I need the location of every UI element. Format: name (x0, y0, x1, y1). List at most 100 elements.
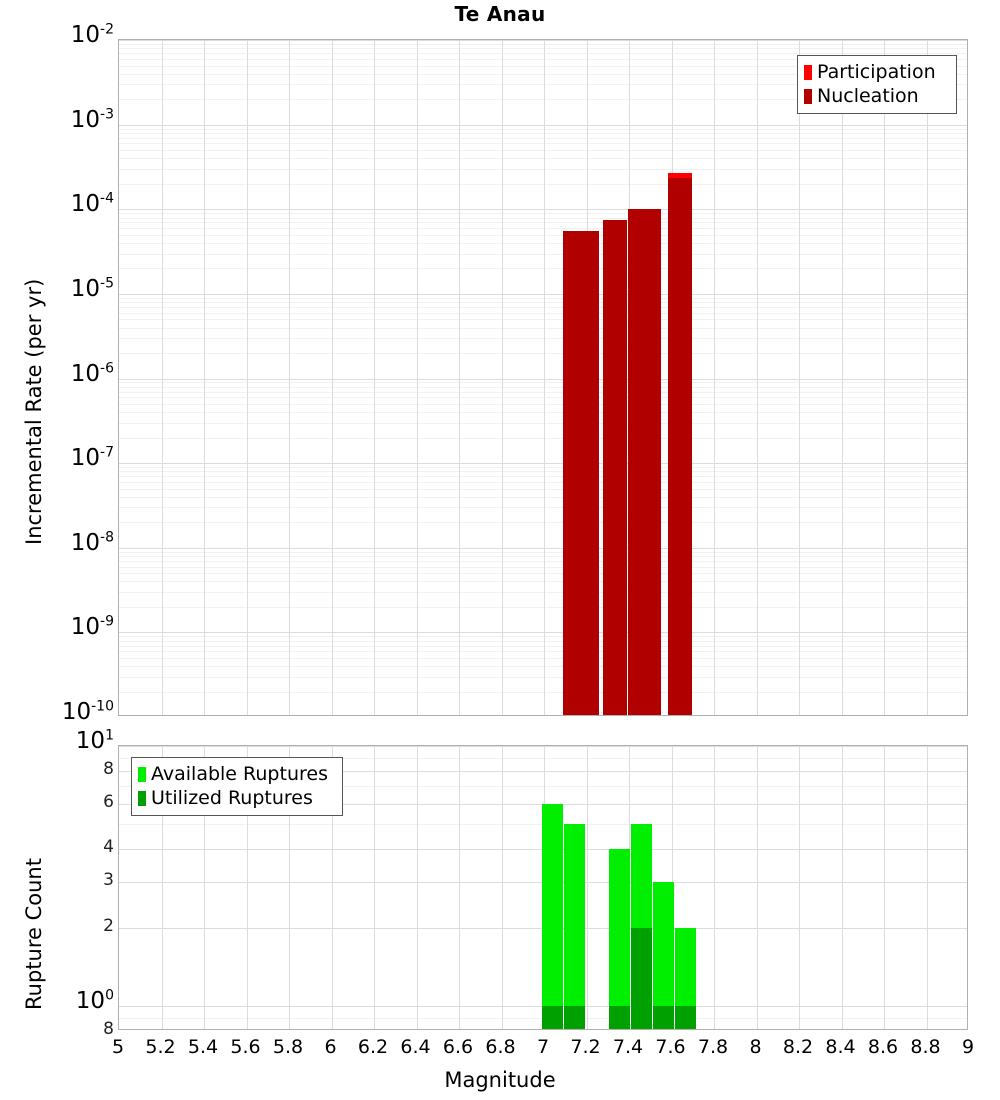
x-tick-label: 6.8 (485, 1036, 516, 1058)
grid-line (119, 319, 967, 321)
y-tick-label: 10-5 (70, 275, 114, 302)
grid-line (416, 746, 418, 1029)
grid-line (119, 143, 967, 145)
grid-line (416, 40, 418, 715)
grid-line (119, 73, 967, 75)
grid-line (119, 560, 967, 562)
x-tick-label: 8.6 (867, 1036, 899, 1058)
grid-line (374, 746, 375, 1029)
grid-line (119, 150, 967, 152)
grid-line (926, 40, 928, 715)
rupture-count-bar (542, 1005, 563, 1029)
grid-line (119, 573, 967, 575)
grid-line (926, 746, 928, 1029)
grid-line (119, 471, 967, 473)
x-tick-label: 5.8 (272, 1036, 304, 1058)
grid-line (119, 556, 967, 557)
grid-line (119, 488, 967, 490)
grid-line (756, 40, 758, 715)
x-tick-label: 6.4 (400, 1036, 431, 1058)
x-tick-label: 8 (749, 1036, 762, 1058)
y-tick-label: 101 (75, 727, 114, 754)
rupture-count-bar (542, 803, 563, 1029)
grid-line (119, 307, 967, 308)
grid-line (119, 124, 967, 126)
incremental-rate-bar (668, 178, 692, 715)
grid-line (459, 746, 460, 1029)
incremental-rate-legend: Participation Nucleation (797, 55, 957, 114)
grid-line (119, 168, 967, 170)
grid-line (119, 551, 967, 553)
rupture-count-bar (609, 849, 630, 1029)
grid-line (119, 228, 967, 229)
x-tick-label: 5.6 (230, 1036, 261, 1058)
y-tick-label: 6 (103, 791, 114, 812)
grid-line (586, 746, 588, 1029)
y-tick-label: 10-6 (70, 359, 114, 387)
rupture-count-bar (609, 1005, 630, 1029)
legend-label: Participation (817, 60, 936, 83)
grid-line (289, 746, 290, 1029)
grid-line (119, 496, 967, 498)
grid-line (119, 312, 967, 314)
grid-line (119, 293, 967, 295)
x-tick-label: 8.8 (910, 1036, 941, 1058)
grid-line (119, 137, 967, 139)
grid-line (119, 404, 967, 405)
grid-line (119, 746, 967, 747)
x-tick-label: 6.2 (357, 1036, 389, 1058)
y-tick-label: 10-8 (70, 529, 114, 556)
rupture-count-bar (564, 1005, 585, 1029)
y-tick-label: 10-9 (70, 613, 114, 641)
grid-line (799, 40, 800, 715)
grid-line (246, 40, 248, 715)
grid-line (119, 48, 967, 50)
grid-line (119, 43, 967, 45)
grid-line (119, 99, 967, 101)
grid-line (799, 746, 800, 1029)
grid-line (119, 691, 967, 693)
x-tick-label: 7.6 (655, 1036, 686, 1058)
grid-line (119, 657, 967, 659)
rupture-count-bar (675, 927, 696, 1029)
incremental-rate-bar (603, 219, 627, 715)
rupture-count-bar (564, 824, 585, 1029)
grid-line (119, 606, 967, 608)
grid-line (119, 757, 967, 759)
rupture-count-bar (653, 1005, 674, 1029)
x-tick-label: 6 (324, 1036, 337, 1058)
grid-line (884, 746, 885, 1029)
grid-line (119, 632, 967, 634)
grid-line (246, 746, 248, 1029)
grid-line (119, 566, 967, 568)
y-tick-label: 4 (103, 837, 114, 858)
grid-line (119, 437, 967, 439)
grid-line (119, 65, 967, 67)
grid-line (119, 338, 967, 340)
legend-label: Available Ruptures (151, 762, 328, 785)
grid-line (841, 40, 843, 715)
legend-item: Nucleation (804, 84, 949, 108)
grid-line (841, 746, 843, 1029)
y-tick-label: 10-3 (70, 105, 114, 133)
grid-line (119, 645, 967, 647)
legend-item: Utilized Ruptures (138, 786, 335, 810)
grid-line (119, 84, 967, 86)
grid-line (119, 640, 967, 642)
grid-line (119, 242, 967, 244)
y-tick-label: 8 (103, 1019, 114, 1039)
legend-label: Utilized Ruptures (151, 786, 313, 809)
y-tick-label: 10-7 (70, 444, 114, 472)
grid-line (119, 222, 967, 224)
legend-item: Participation (804, 60, 949, 84)
grid-line (119, 592, 967, 593)
legend-swatch-icon (138, 790, 146, 806)
x-tick-label: 8.4 (825, 1036, 856, 1058)
grid-line (119, 58, 967, 60)
x-tick-label: 7.2 (570, 1036, 601, 1058)
grid-line (119, 547, 967, 549)
grid-line (119, 382, 967, 384)
grid-line (119, 481, 967, 483)
grid-line (119, 463, 967, 465)
